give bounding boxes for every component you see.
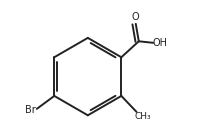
Text: Br: Br (25, 105, 36, 115)
Text: CH₃: CH₃ (135, 112, 151, 121)
Text: O: O (132, 12, 140, 22)
Text: OH: OH (153, 38, 167, 48)
